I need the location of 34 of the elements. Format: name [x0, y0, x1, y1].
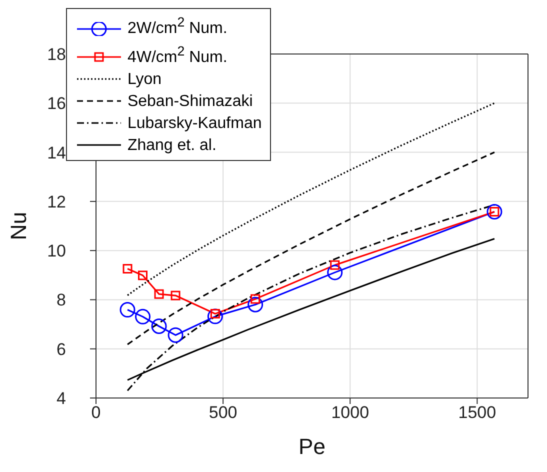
- x-tick-label: 1500: [458, 403, 496, 422]
- point: [151, 318, 167, 334]
- y-tick-label: 4: [56, 389, 66, 408]
- legend-label: Lyon: [127, 70, 162, 88]
- y-tick-label: 10: [47, 242, 66, 261]
- y-axis-title: Nu: [6, 212, 31, 240]
- point: [135, 308, 151, 324]
- y-tick-label: 18: [47, 45, 66, 64]
- y-tick-label: 12: [47, 192, 66, 212]
- point: [120, 302, 136, 318]
- point: [168, 327, 184, 343]
- x-axis-title: Pe: [298, 434, 326, 459]
- legend-label: Lubarsky-Kaufman: [127, 114, 262, 132]
- x-tick-label: 500: [208, 403, 238, 422]
- point: [327, 264, 343, 280]
- legend-label: Seban-Shimazaki: [127, 92, 253, 110]
- point: [170, 290, 180, 300]
- y-tick-label: 8: [56, 290, 66, 310]
- legend-label: 4W/cm$^{2}$ Num.: [127, 43, 228, 66]
- point: [486, 204, 502, 220]
- point: [122, 264, 132, 274]
- y-tick-label: 6: [56, 340, 66, 359]
- point: [207, 308, 223, 324]
- point: [138, 270, 148, 280]
- legend-label: 2W/cm$^{2}$ Num.: [127, 15, 228, 38]
- point: [248, 296, 264, 312]
- x-tick-label: 1000: [331, 403, 370, 422]
- y-tick-label: 16: [47, 94, 66, 114]
- legend-label: Zhang et. al.: [127, 136, 216, 154]
- point: [330, 260, 340, 270]
- point: [250, 294, 260, 304]
- point: [154, 289, 164, 299]
- x-tick-label: 0: [91, 403, 101, 422]
- y-tick-label: 14: [47, 143, 66, 162]
